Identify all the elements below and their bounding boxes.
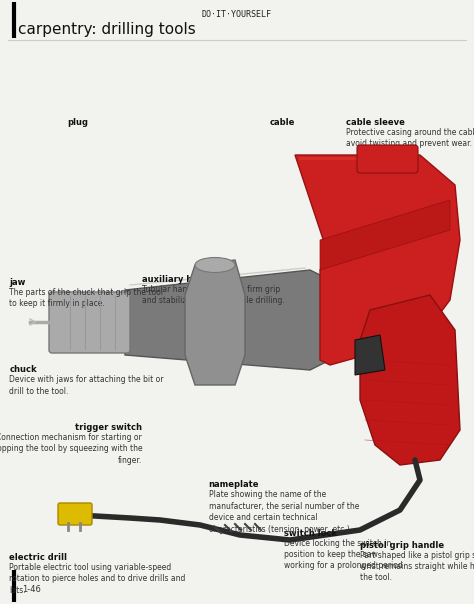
Text: DO·IT·YOURSELF: DO·IT·YOURSELF	[202, 10, 272, 19]
Text: The parts of the chuck that grip the tool
to keep it firmly in place.: The parts of the chuck that grip the too…	[9, 288, 164, 308]
Polygon shape	[355, 335, 385, 375]
Text: Portable electric tool using variable-speed
rotation to pierce holes and to driv: Portable electric tool using variable-sp…	[9, 563, 186, 594]
Text: trigger switch: trigger switch	[75, 423, 142, 432]
Text: electric drill: electric drill	[9, 553, 67, 562]
Text: cable: cable	[269, 118, 295, 127]
Text: Protective casing around the cable to
avoid twisting and prevent wear.: Protective casing around the cable to av…	[346, 128, 474, 148]
Polygon shape	[125, 270, 330, 370]
Text: Device with jaws for attaching the bit or
drill to the tool.: Device with jaws for attaching the bit o…	[9, 376, 164, 396]
Text: Tubular handle providing a firm grip
and stabilizing the tool while drilling.: Tubular handle providing a firm grip and…	[142, 285, 285, 305]
Text: Device locking the switch in
position to keep the saw
working for a prolonged pe: Device locking the switch in position to…	[284, 539, 403, 570]
FancyBboxPatch shape	[357, 145, 418, 173]
FancyBboxPatch shape	[58, 503, 92, 525]
Ellipse shape	[195, 257, 235, 272]
Text: Plate showing the name of the
manufacturer, the serial number of the
device and : Plate showing the name of the manufactur…	[209, 490, 359, 533]
Text: chuck: chuck	[9, 365, 37, 374]
Text: jaw: jaw	[9, 278, 26, 287]
Polygon shape	[185, 260, 245, 385]
Polygon shape	[295, 155, 460, 365]
Text: 1-46: 1-46	[22, 585, 41, 594]
Text: Connection mechanism for starting or
stopping the tool by squeezing with the
fin: Connection mechanism for starting or sto…	[0, 433, 142, 464]
Text: plug: plug	[68, 118, 89, 127]
Text: pistol grip handle: pistol grip handle	[360, 541, 444, 550]
Polygon shape	[360, 295, 460, 465]
Text: nameplate: nameplate	[209, 480, 259, 489]
Polygon shape	[320, 200, 450, 270]
Text: carpentry: drilling tools: carpentry: drilling tools	[18, 22, 196, 37]
Text: cable sleeve: cable sleeve	[346, 118, 405, 127]
Text: Part shaped like a pistol grip so the
wrist remains straight while holding
the t: Part shaped like a pistol grip so the wr…	[360, 551, 474, 582]
FancyBboxPatch shape	[49, 292, 130, 353]
Text: auxiliary handle: auxiliary handle	[142, 275, 219, 284]
Text: switch lock: switch lock	[284, 528, 337, 538]
